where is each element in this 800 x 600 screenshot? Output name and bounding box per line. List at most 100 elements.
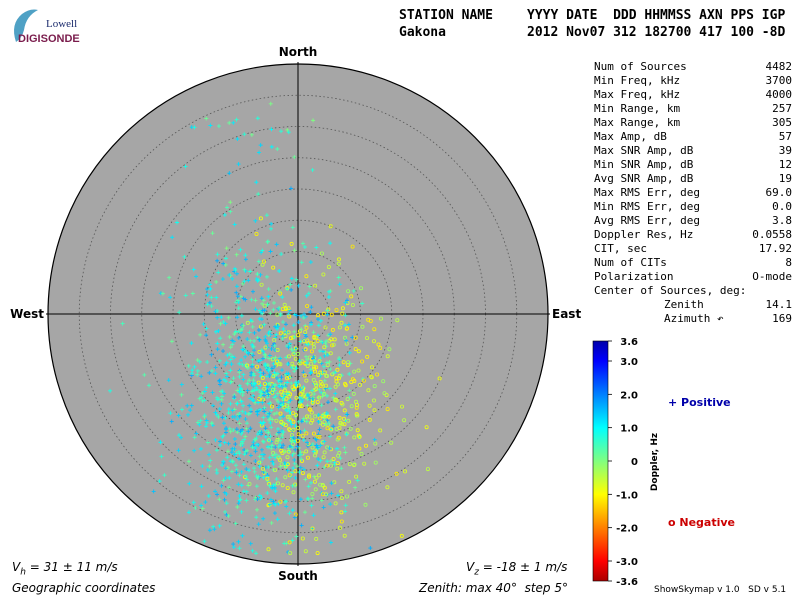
source-point [259, 250, 264, 255]
stat-label: Avg RMS Err, deg [594, 214, 700, 227]
source-point [348, 426, 353, 431]
stat-label: Doppler Res, Hz [594, 228, 694, 241]
source-point [257, 150, 262, 155]
source-point [324, 410, 329, 415]
source-point [254, 484, 259, 489]
source-point [285, 127, 290, 132]
source-point [339, 495, 344, 500]
source-point [221, 459, 226, 464]
source-point [298, 497, 303, 502]
source-point [238, 327, 243, 332]
source-point [399, 533, 404, 538]
source-point [290, 442, 295, 447]
source-point [234, 470, 239, 475]
source-point [307, 473, 312, 478]
source-point [241, 403, 246, 408]
source-point [347, 388, 352, 393]
source-point [244, 467, 249, 472]
source-point [339, 320, 344, 325]
source-point [262, 405, 267, 410]
source-point [284, 504, 289, 509]
source-point [365, 354, 370, 359]
source-point [297, 453, 302, 458]
source-point [192, 125, 197, 130]
version-label: ShowSkymap v 1.0 SD v 5.1 [654, 585, 787, 595]
source-point [317, 387, 322, 392]
source-point [283, 499, 288, 504]
source-point [315, 313, 320, 318]
source-point [216, 414, 221, 419]
source-point [261, 516, 266, 521]
source-point [258, 358, 263, 363]
source-point [296, 320, 301, 325]
source-point [333, 391, 338, 396]
source-point [258, 383, 263, 388]
source-point [305, 363, 310, 368]
source-point [308, 391, 313, 396]
source-point [276, 399, 281, 404]
vertical-velocity: Vz = -18 ± 1 m/s [466, 560, 567, 577]
source-point [320, 382, 325, 387]
source-point [278, 291, 283, 296]
source-point [346, 418, 351, 423]
source-point [274, 432, 279, 437]
source-point [246, 412, 251, 417]
source-point [263, 345, 268, 350]
source-point [197, 359, 202, 364]
source-point [312, 387, 317, 392]
source-point [247, 481, 252, 486]
source-point [255, 364, 260, 369]
stat-row: Min Range, km 257 [594, 102, 792, 116]
source-point [294, 395, 299, 400]
source-point [282, 302, 287, 307]
source-point [321, 455, 326, 460]
source-point [292, 312, 297, 317]
source-point [290, 508, 295, 513]
source-point [337, 525, 342, 530]
source-point [265, 474, 270, 479]
source-point [258, 407, 263, 412]
source-point [293, 512, 298, 517]
source-point [290, 225, 295, 230]
source-point [315, 463, 320, 468]
source-point [227, 475, 232, 480]
source-point [344, 338, 349, 343]
source-point [254, 180, 259, 185]
source-point [368, 318, 373, 323]
source-point [351, 391, 356, 396]
source-point [334, 379, 339, 384]
source-point [224, 512, 229, 517]
source-point [338, 420, 343, 425]
source-point [299, 313, 304, 318]
source-point [271, 307, 276, 312]
source-point [328, 332, 333, 337]
source-point [333, 370, 338, 375]
source-point [276, 306, 281, 311]
stat-value: 14.1 [765, 298, 793, 311]
stat-row: Azimuth ↶ 169 [594, 312, 792, 326]
source-point [279, 375, 284, 380]
source-point [310, 526, 315, 531]
source-point [241, 372, 246, 377]
source-point [353, 485, 358, 490]
source-point [239, 509, 244, 514]
stat-value: 17.92 [758, 242, 792, 255]
source-point [237, 374, 242, 379]
source-point [311, 431, 316, 436]
source-point [306, 291, 311, 296]
source-point [378, 316, 383, 321]
source-point [319, 403, 324, 408]
source-point [198, 332, 203, 337]
source-point [344, 341, 349, 346]
source-point [245, 337, 250, 342]
source-point [300, 389, 305, 394]
stat-label: Min RMS Err, deg [594, 200, 700, 213]
source-point [298, 429, 303, 434]
source-point [334, 308, 339, 313]
source-point [258, 393, 263, 398]
source-point [355, 478, 360, 483]
source-point [254, 442, 259, 447]
source-point [328, 463, 333, 468]
stat-value: 19 [778, 172, 792, 185]
source-point [235, 388, 240, 393]
